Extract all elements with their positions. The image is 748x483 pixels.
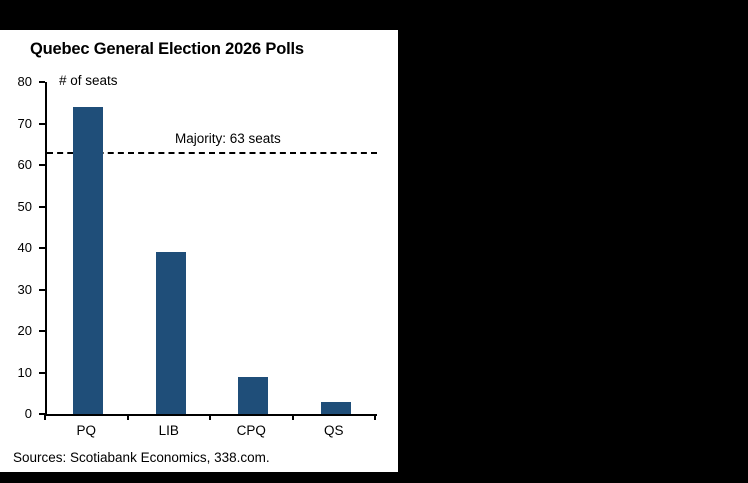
bar-cpq: [238, 376, 269, 414]
x-tick-mark: [374, 414, 376, 420]
y-tick-mark: [39, 413, 45, 415]
y-tick-mark: [39, 122, 45, 125]
y-tick-label: 70: [17, 115, 32, 131]
x-tick-mark: [44, 414, 46, 420]
x-axis: PQ LIB CPQ QS: [44, 414, 376, 456]
y-tick-label: 30: [17, 281, 32, 297]
bar-pq: [73, 106, 104, 414]
y-tick-label: 0: [24, 406, 32, 421]
y-tick-mark: [39, 330, 45, 332]
chart-title: Quebec General Election 2026 Polls: [30, 40, 304, 58]
y-tick-label: 80: [17, 74, 32, 89]
y-tick-label: 20: [17, 323, 32, 338]
y-axis-unit-label: # of seats: [59, 73, 118, 88]
chart-panel: Quebec General Election 2026 Polls 0 10 20…: [0, 30, 398, 472]
x-tick-label-cpq: CPQ: [236, 423, 266, 438]
y-tick-mark: [39, 205, 45, 208]
majority-line-label: Majority: 63 seats: [175, 130, 281, 146]
y-tick-label: 10: [17, 364, 32, 380]
x-tick-mark: [126, 414, 129, 420]
x-tick-label-pq: PQ: [76, 423, 96, 438]
y-tick-label: 50: [17, 198, 32, 214]
y-tick-mark: [39, 371, 45, 374]
y-tick-mark: [39, 164, 45, 166]
y-tick-mark: [39, 81, 45, 83]
majority-reference-line: [47, 151, 377, 154]
y-tick-mark: [39, 247, 45, 249]
x-tick-mark: [209, 414, 211, 420]
y-tick-mark: [39, 288, 45, 291]
y-tick-label: 60: [17, 157, 32, 172]
y-tick-label: 40: [17, 240, 32, 255]
x-tick-label-lib: LIB: [158, 423, 179, 438]
x-tick-label-qs: QS: [323, 423, 344, 438]
y-axis: 0 10 20 30 40 50 60 70 80: [0, 74, 45, 421]
sources-note: Sources: Scotiabank Economics, 338.com.: [13, 450, 270, 465]
plot-area: # of seats Majority: 63 seats: [45, 73, 377, 416]
x-tick-mark: [291, 414, 294, 420]
bar-qs: [320, 401, 351, 414]
bar-lib: [155, 252, 186, 414]
